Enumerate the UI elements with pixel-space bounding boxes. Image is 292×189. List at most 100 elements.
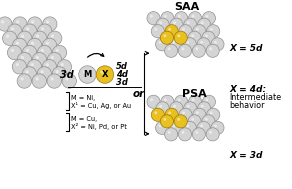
Circle shape (160, 31, 173, 44)
Circle shape (201, 105, 204, 108)
Circle shape (22, 67, 36, 81)
Circle shape (210, 28, 213, 31)
Circle shape (161, 12, 174, 25)
Circle shape (13, 38, 27, 53)
Circle shape (191, 34, 194, 37)
Circle shape (36, 35, 39, 38)
Circle shape (192, 98, 194, 101)
Circle shape (187, 21, 190, 24)
Circle shape (209, 131, 212, 134)
Circle shape (28, 17, 42, 31)
Circle shape (22, 24, 37, 38)
Circle shape (27, 38, 42, 53)
Circle shape (6, 35, 9, 38)
Circle shape (168, 111, 171, 114)
Circle shape (31, 63, 34, 66)
Circle shape (207, 25, 220, 38)
Circle shape (151, 108, 164, 121)
Circle shape (164, 15, 167, 18)
Circle shape (37, 45, 52, 60)
Circle shape (1, 20, 4, 23)
Text: PSA: PSA (182, 89, 207, 99)
Circle shape (193, 25, 206, 38)
Circle shape (205, 34, 208, 37)
Circle shape (178, 128, 192, 141)
Text: M = Cu,: M = Cu, (71, 116, 97, 122)
Circle shape (52, 67, 67, 81)
Text: or: or (133, 88, 145, 98)
Circle shape (192, 128, 205, 141)
Circle shape (156, 121, 169, 134)
Circle shape (51, 77, 54, 81)
Circle shape (214, 124, 217, 127)
Circle shape (57, 60, 72, 74)
Circle shape (147, 95, 160, 108)
Circle shape (151, 25, 164, 38)
Text: X = 3d: X = 3d (229, 151, 263, 160)
Text: X = 5d: X = 5d (229, 44, 263, 53)
Circle shape (197, 121, 210, 134)
Circle shape (46, 20, 49, 23)
Circle shape (207, 108, 220, 121)
Circle shape (31, 20, 34, 23)
Circle shape (189, 12, 201, 25)
Circle shape (165, 108, 178, 121)
Circle shape (170, 18, 183, 31)
Circle shape (42, 60, 57, 74)
Circle shape (173, 124, 175, 127)
Circle shape (165, 128, 178, 141)
Circle shape (27, 60, 41, 74)
Circle shape (20, 77, 24, 81)
Circle shape (168, 28, 171, 31)
Circle shape (191, 118, 194, 121)
Circle shape (47, 53, 62, 67)
Circle shape (192, 44, 205, 57)
Circle shape (11, 49, 14, 52)
Circle shape (48, 31, 62, 46)
Circle shape (26, 70, 29, 73)
Circle shape (206, 44, 219, 57)
Circle shape (211, 38, 224, 51)
Circle shape (192, 15, 194, 18)
Circle shape (214, 41, 217, 44)
Text: SAA: SAA (174, 2, 199, 12)
Circle shape (56, 49, 59, 52)
Circle shape (8, 24, 22, 38)
Circle shape (100, 70, 104, 74)
Circle shape (3, 31, 17, 46)
Circle shape (164, 98, 167, 101)
Circle shape (42, 38, 57, 53)
Circle shape (164, 118, 166, 121)
Circle shape (156, 102, 169, 115)
Circle shape (13, 17, 27, 31)
Circle shape (169, 121, 182, 134)
Circle shape (79, 66, 96, 83)
Circle shape (16, 63, 19, 66)
Circle shape (198, 18, 211, 31)
Circle shape (210, 111, 213, 114)
Circle shape (160, 115, 173, 128)
Circle shape (21, 56, 24, 59)
Circle shape (22, 45, 37, 60)
Circle shape (52, 45, 67, 60)
Circle shape (205, 118, 208, 121)
Text: M: M (83, 70, 92, 79)
Text: X: X (102, 70, 108, 79)
Circle shape (178, 15, 181, 18)
Circle shape (179, 108, 192, 121)
Circle shape (184, 102, 197, 115)
Circle shape (62, 74, 77, 88)
Circle shape (209, 47, 212, 50)
Circle shape (0, 17, 12, 31)
Text: 3d: 3d (116, 78, 128, 87)
Circle shape (96, 66, 114, 83)
Circle shape (159, 41, 161, 44)
Circle shape (173, 105, 176, 108)
Circle shape (16, 20, 19, 23)
Circle shape (36, 77, 39, 81)
Circle shape (150, 98, 153, 101)
Circle shape (159, 105, 162, 108)
Text: behavior: behavior (229, 101, 265, 110)
Circle shape (186, 41, 189, 44)
Text: 5d: 5d (116, 62, 128, 71)
